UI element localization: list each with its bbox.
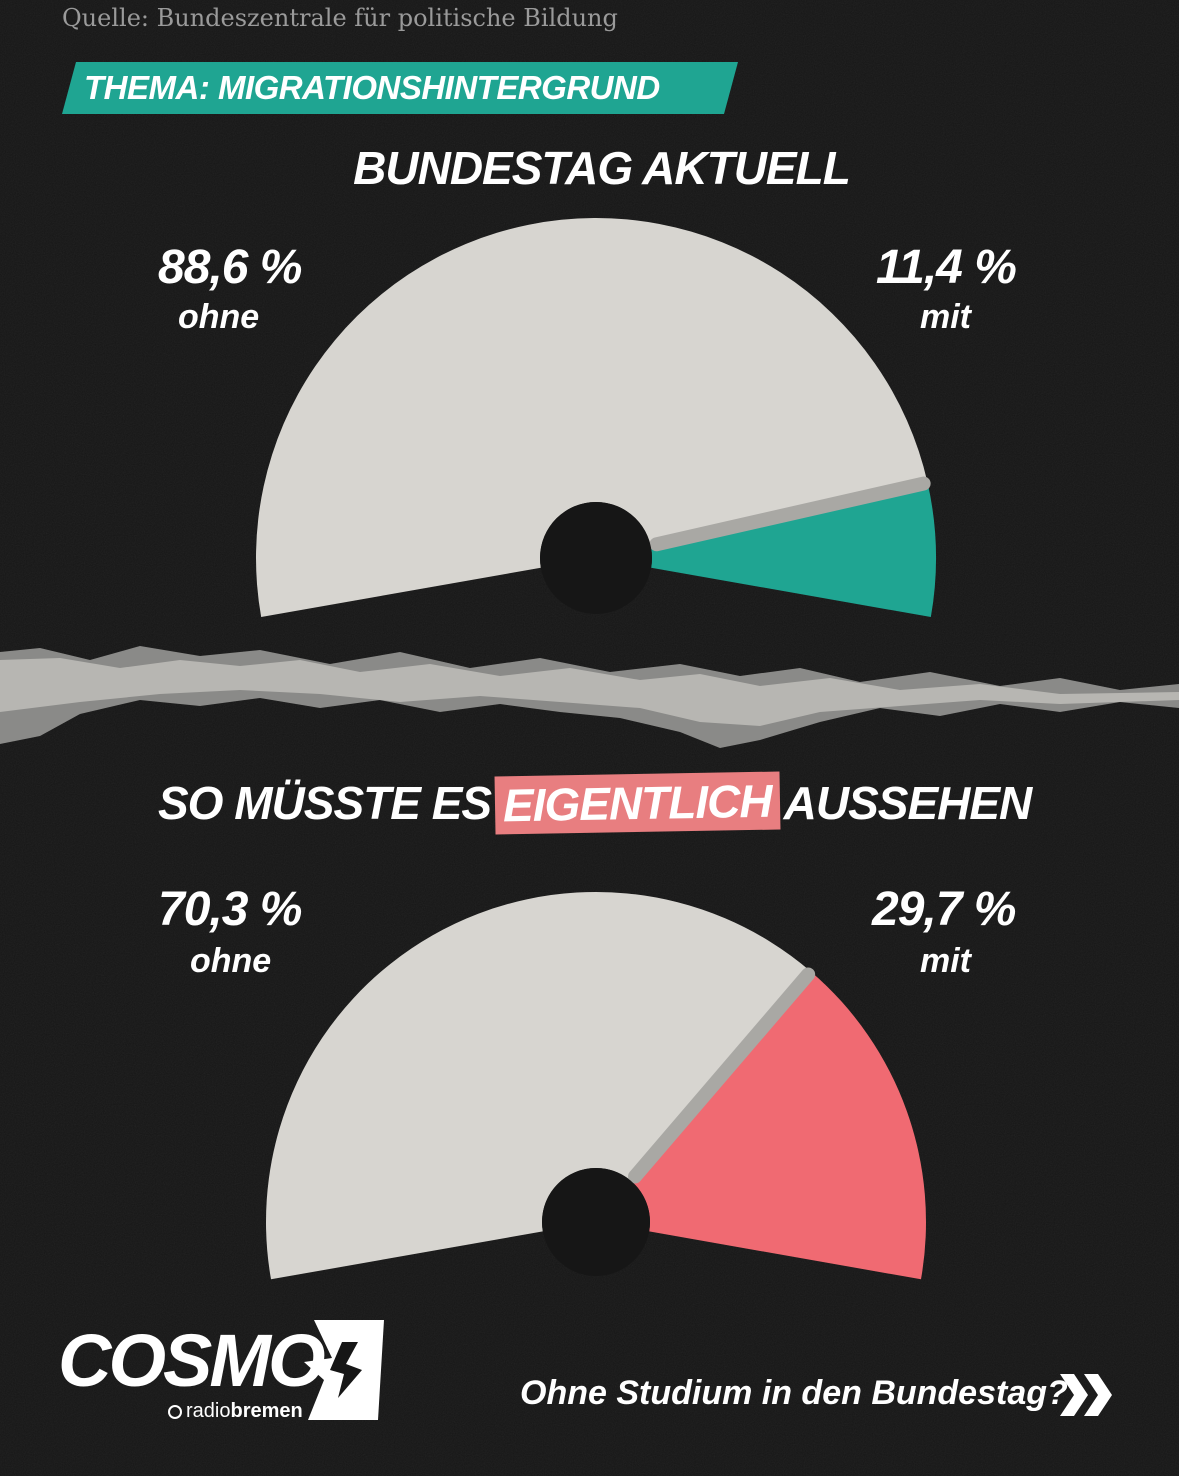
- chart-2-title-highlight: EIGENTLICH: [494, 771, 781, 835]
- chart-2-title-after: AUSSEHEN: [783, 777, 1033, 829]
- topic-banner: THEMA: MIGRATIONSHINTERGRUND: [62, 62, 738, 114]
- source-note: Quelle: Bundeszentrale für politische Bi…: [62, 4, 618, 32]
- chart-2-slice-mit: [631, 971, 926, 1280]
- radiobremen-logo: radiobremen: [168, 1400, 303, 1423]
- chart-2-title: SO MÜSSTE ES EIGENTLICH AUSSEHEN: [158, 771, 1033, 835]
- chart-2-ohne-value: 70,3 %: [158, 883, 302, 936]
- chart-2-center-hole: [542, 1168, 650, 1276]
- chart-1-mit-label: mit: [920, 298, 971, 336]
- chart-2-slice-ohne: [265, 891, 811, 1280]
- chart-2-ohne-label: ohne: [190, 942, 272, 980]
- chart-2-mit-label: mit: [920, 942, 971, 980]
- chart-2-tear-edge: [628, 967, 816, 1184]
- chart-1-title: BUNDESTAG AKTUELL: [353, 142, 851, 194]
- radiobremen-ring-icon: [168, 1405, 182, 1419]
- chart-2-title-before: SO MÜSSTE ES: [158, 777, 492, 829]
- chart-1-slice-mit: [650, 482, 937, 618]
- teaser-text[interactable]: Ohne Studium in den Bundestag?: [520, 1374, 1068, 1412]
- partner-prefix: radio: [186, 1400, 231, 1422]
- partner-suffix: bremen: [230, 1400, 303, 1422]
- chart-1-tear-edge: [649, 476, 931, 552]
- double-chevron-right-icon[interactable]: [1058, 1372, 1116, 1418]
- chart-1-ohne-value: 88,6 %: [158, 241, 302, 294]
- topic-banner-text: THEMA: MIGRATIONSHINTERGRUND: [84, 69, 660, 106]
- cosmo-logo-text: COSMO: [58, 1319, 326, 1402]
- chart-1-mit-value: 11,4 %: [876, 241, 1017, 294]
- cosmo-star-logo-icon: [304, 1320, 384, 1420]
- chart-2-mit-value: 29,7 %: [872, 883, 1016, 936]
- chart-1-center-hole: [540, 502, 652, 614]
- chart-1-ohne-label: ohne: [178, 298, 260, 336]
